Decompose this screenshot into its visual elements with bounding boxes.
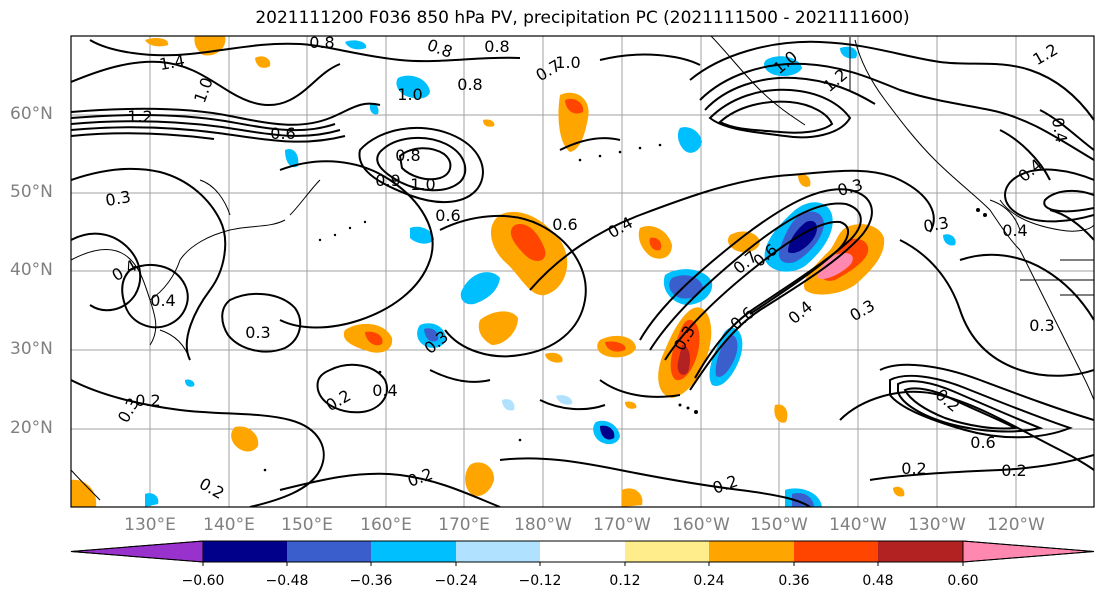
contour-label: 0.3: [835, 175, 865, 200]
contour-label: 0.8: [309, 33, 334, 52]
colorbar-tick-label: −0.12: [518, 573, 562, 589]
colorbar-tick-label: −0.36: [349, 573, 393, 589]
longitude-label: 170°E: [438, 515, 490, 535]
contour-label: 0.9: [375, 171, 400, 190]
contour-label: 0.4: [372, 381, 397, 400]
contour-label: 0.8: [457, 75, 482, 94]
colorbar-tick-label: −0.24: [434, 573, 478, 589]
colorbar-segment: [709, 541, 794, 562]
longitude-label: 140°W: [829, 515, 887, 535]
contour-label: 0.6: [270, 124, 295, 143]
contour-label: 0.4: [1014, 155, 1046, 186]
colorbar-segment: [371, 541, 456, 562]
longitude-label: 130°E: [124, 515, 176, 535]
contour-label: 0.4: [784, 297, 816, 328]
contour-label: 0.4: [1048, 116, 1071, 144]
contour-label: 0.6: [435, 206, 460, 225]
contour-label: 0.2: [135, 391, 160, 410]
colorbar-tick-label: 0.36: [778, 573, 810, 589]
contour-label: 1.4: [158, 51, 186, 74]
colorbar-tick-label: −0.48: [265, 573, 309, 589]
contour-label: 0.2: [710, 471, 740, 498]
contour-label: 0.3: [104, 187, 132, 210]
contour-label: 0.3: [846, 296, 878, 325]
contour-label: 0.6: [552, 215, 577, 234]
contour-label: 0.8: [425, 35, 455, 62]
precip-positive-shading: [71, 36, 905, 507]
contour-label: 0.8: [484, 37, 509, 56]
latitude-label: 60°N: [10, 104, 53, 124]
contour-label: 0.8: [395, 146, 420, 165]
colorbar-segment: [625, 541, 709, 562]
colorbar-tick-label: 0.12: [609, 573, 641, 589]
colorbar-tick-label: 0.24: [693, 573, 725, 589]
longitude-label: 120°W: [987, 515, 1045, 535]
contour-label: 0.4: [150, 291, 175, 310]
contour-label: 0.3: [1029, 316, 1054, 335]
contour-label: 1.0: [410, 175, 435, 194]
latitude-label: 30°N: [10, 339, 53, 359]
contour-label: 0.2: [405, 464, 435, 491]
contour-label: 0.4: [604, 213, 636, 242]
contour-label: 0.2: [322, 386, 354, 415]
islands: [263, 143, 987, 472]
contour-label: 1.2: [1029, 40, 1061, 69]
colorbar-segment: [287, 541, 371, 562]
map-title: 2021111200 F036 850 hPa PV, precipitatio…: [255, 8, 910, 28]
contour-label: 0.4: [1002, 221, 1027, 240]
latitude-label: 50°N: [10, 182, 53, 202]
contour-label: 0.2: [1001, 461, 1026, 480]
longitude-label: 150°W: [750, 515, 808, 535]
longitude-label: 160°E: [360, 515, 412, 535]
longitude-label: 180°W: [514, 515, 572, 535]
colorbar-segment: [203, 541, 287, 562]
colorbar-segment: [456, 541, 540, 562]
colorbar-segment: [794, 541, 878, 562]
latitude-label: 20°N: [10, 418, 53, 438]
colorbar-extend-high: [962, 540, 1095, 563]
longitude-label: 170°W: [593, 515, 651, 535]
pv-contours: [71, 39, 1094, 507]
contour-label: 0.2: [196, 474, 228, 503]
contour-label: 1.0: [555, 53, 580, 72]
contour-label: 0.2: [901, 459, 926, 478]
plot-frame: [70, 35, 1095, 508]
colorbar: [70, 540, 1095, 566]
latitude-label: 40°N: [10, 260, 53, 280]
contour-label: 0.6: [970, 433, 995, 452]
longitude-label: 150°E: [281, 515, 333, 535]
contour-label: 0.4: [108, 256, 140, 285]
colorbar-tick-label: −0.60: [181, 573, 225, 589]
colorbar-segment: [878, 541, 963, 562]
colorbar-extend-low: [70, 540, 204, 563]
colorbar-segment: [540, 541, 625, 562]
colorbar-tick-label: 0.48: [862, 573, 894, 589]
longitude-label: 160°W: [672, 515, 730, 535]
contour-label: 0.3: [922, 213, 950, 236]
longitude-label: 140°E: [203, 515, 255, 535]
contour-label: 1.2: [127, 107, 152, 126]
contour-label: 0.3: [245, 323, 270, 342]
coastlines: [71, 36, 1094, 501]
colorbar-tick-label: 0.60: [947, 573, 979, 589]
longitude-label: 130°W: [908, 515, 966, 535]
contour-label: 1.0: [397, 85, 422, 104]
gridlines: [71, 36, 1094, 507]
contour-label: 1.0: [190, 75, 217, 105]
